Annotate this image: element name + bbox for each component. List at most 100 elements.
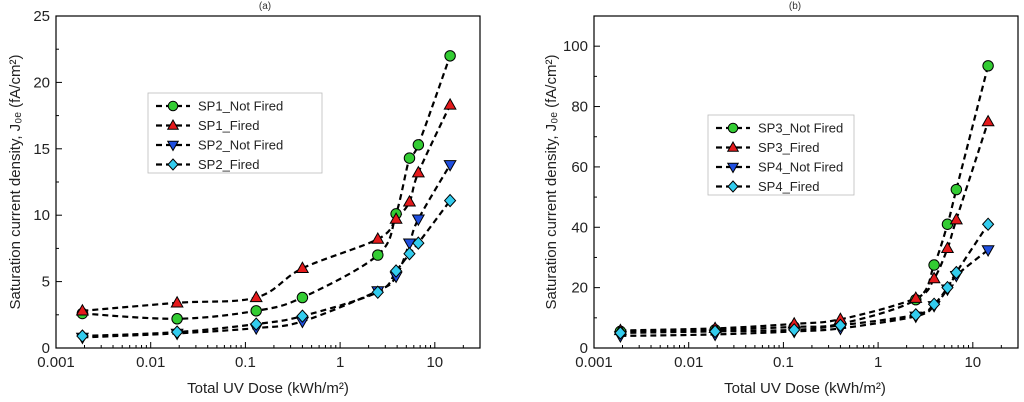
panel-label: (b) [789, 1, 801, 12]
data-point [389, 212, 403, 224]
data-point [834, 318, 847, 333]
data-point [950, 183, 963, 196]
data-point [75, 303, 90, 316]
x-tick-label: 0.1 [235, 354, 256, 371]
x-axis-title: Total UV Dose (kWh/m²) [187, 380, 349, 397]
data-point [296, 309, 309, 323]
legend: SP1_Not Fired SP1_Fired SP2_Not Fired SP2_F… [147, 92, 323, 174]
data-point [295, 261, 310, 273]
data-point [403, 246, 416, 261]
legend-marker [727, 180, 739, 193]
x-axis: 0.001 0.01 0.1 1 10 [575, 342, 1002, 371]
legend-label: SP2_Fired [198, 157, 259, 172]
data-point [981, 245, 995, 257]
data-point [250, 317, 263, 331]
data-point [788, 323, 801, 337]
data-point [389, 264, 403, 278]
series-line [620, 249, 989, 337]
y-tick-label: 60 [571, 159, 588, 176]
data-point [249, 290, 263, 303]
data-point [250, 305, 262, 317]
y-tick-label: 80 [571, 99, 588, 116]
data-point [170, 325, 184, 339]
legend-marker [726, 140, 740, 152]
data-point [372, 249, 384, 261]
data-point [941, 280, 954, 295]
y-tick-label: 20 [33, 74, 50, 91]
legend-items: SP1_Not Fired SP1_Fired SP2_Not Fired SP2_F… [156, 99, 283, 172]
data-point [927, 297, 941, 312]
plot-frame [55, 15, 481, 349]
data-point [411, 165, 425, 178]
y-axis-title: Saturation current density, J₀ₑ (fA/cm²) [543, 55, 560, 310]
legend-label: SP2_Not Fired [198, 138, 283, 153]
legend-marker [167, 100, 179, 112]
data-point [982, 60, 994, 72]
data-point [371, 232, 385, 244]
x-tick-label: 0.001 [37, 354, 75, 371]
x-tick-label: 0.1 [773, 354, 794, 371]
legend-label: SP4_Not Fired [758, 160, 843, 175]
y-tick-label: 15 [33, 141, 50, 158]
data-point [708, 324, 722, 339]
legend-label: SP3_Not Fired [758, 121, 843, 136]
data-point [412, 139, 425, 151]
data-point [928, 259, 940, 271]
y-axis: 0 5 10 15 20 25 [33, 8, 62, 357]
x-tick-label: 0.01 [136, 354, 165, 371]
y-tick-label: 0 [42, 340, 50, 357]
data-point [170, 295, 184, 308]
legend-marker [166, 118, 180, 130]
series-line [82, 199, 451, 338]
data-point [443, 193, 457, 208]
y-tick-label: 25 [33, 8, 50, 25]
y-tick-label: 0 [580, 340, 588, 357]
legend-marker [727, 122, 739, 134]
chart-panel-b: (b) 0.001 0.01 0.1 1 10 0 20 40 60 80 100 SP3_Not… [543, 1, 1019, 397]
series-line [82, 164, 452, 339]
x-axis-title: Total UV Dose (kWh/m²) [724, 380, 886, 397]
data-point [443, 160, 457, 172]
data-point [402, 238, 417, 251]
y-tick-label: 10 [33, 207, 50, 224]
data-point [76, 329, 89, 343]
x-tick-label: 10 [964, 354, 981, 371]
legend-items: SP3_Not Fired SP3_Fired SP4_Not Fired SP4_F… [716, 121, 843, 194]
x-tick-label: 10 [426, 354, 443, 371]
data-point [909, 308, 922, 322]
data-point [443, 97, 457, 110]
x-tick-label: 1 [874, 354, 882, 371]
plot-frame [593, 15, 1019, 349]
legend-label: SP3_Fired [758, 140, 819, 155]
x-tick-label: 1 [336, 354, 344, 371]
x-axis: 0.001 0.01 0.1 1 10 [37, 342, 464, 371]
data-point [296, 291, 309, 304]
series-layer [613, 60, 995, 343]
panel-label: (a) [259, 1, 271, 12]
data-point [981, 114, 995, 127]
legend-label: SP1_Not Fired [198, 99, 283, 114]
legend-label: SP1_Fired [198, 118, 259, 133]
legend: SP3_Not Fired SP3_Fired SP4_Not Fired SP4_F… [707, 114, 855, 196]
x-tick-label: 0.001 [575, 354, 613, 371]
y-tick-label: 20 [571, 280, 588, 297]
y-tick-label: 100 [563, 38, 588, 55]
data-point [950, 265, 963, 280]
data-point [444, 50, 456, 62]
legend-label: SP4_Fired [758, 179, 819, 194]
y-axis-title: Saturation current density, J₀ₑ (fA/cm²) [7, 55, 24, 310]
data-point [614, 326, 627, 340]
data-point [412, 236, 425, 250]
series-line [620, 223, 990, 334]
y-tick-label: 5 [42, 274, 50, 291]
y-axis: 0 20 40 60 80 100 [563, 38, 600, 357]
chart-panel-a: (a) 0.001 0.01 0.1 1 10 0 5 10 15 20 25 SP1_Not F… [7, 1, 481, 397]
data-point [949, 212, 963, 225]
data-point [981, 217, 995, 232]
y-tick-label: 40 [571, 219, 588, 236]
data-point [940, 241, 955, 254]
data-point [171, 313, 183, 325]
data-point [371, 285, 384, 300]
series-line [620, 65, 990, 333]
